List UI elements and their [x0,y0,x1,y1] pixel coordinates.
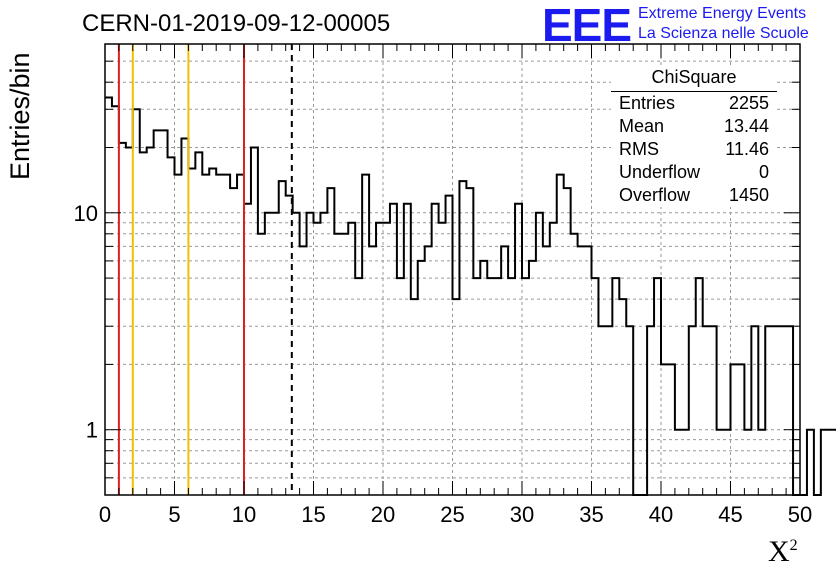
x-tick-label: 10 [232,502,256,527]
x-axis-label: X2 [768,535,798,569]
grid-lines [105,44,800,495]
x-tick-label: 15 [301,502,325,527]
stat-row-overflow: Overflow 1450 [611,184,777,207]
x-tick-label: 25 [440,502,464,527]
x-tick-label: 0 [99,502,111,527]
x-tick-label: 35 [579,502,603,527]
histogram-bars [105,96,836,496]
stat-value: 13.44 [723,116,769,136]
chart-title: CERN-01-2019-09-12-00005 [82,10,391,37]
x-tick-label: 5 [168,502,180,527]
logo-line-1: Extreme Energy Events [638,5,807,22]
stat-row-mean: Mean 13.44 [611,115,777,138]
stat-label: RMS [619,139,659,159]
stat-label: Entries [619,93,676,113]
x-axis-label-symbol: X [768,535,790,568]
y-tick-label: 10 [74,201,98,226]
stats-box: ChiSquare Entries 2255 Mean 13.44 RMS 11… [611,66,777,207]
histogram-step-line [105,96,836,496]
x-tick-label: 45 [718,502,742,527]
stat-label: Mean [619,116,665,136]
stat-label: Underflow [619,162,701,182]
x-axis-label-superscript: 2 [789,537,798,554]
stat-row-underflow: Underflow 0 [611,161,777,184]
stat-value: 1450 [728,185,769,205]
reference-lines [117,44,293,495]
y-axis-label: Entries/bin [5,52,35,180]
stat-value: 2255 [728,93,769,113]
y-tick-label: 1 [86,418,98,443]
x-tick-label: 30 [510,502,534,527]
x-tick-label: 20 [371,502,395,527]
stat-row-rms: RMS 11.46 [611,138,777,161]
stat-label: Overflow [619,185,691,205]
stat-value: 11.46 [725,139,769,159]
stat-row-entries: Entries 2255 [611,92,777,115]
x-tick-label: 50 [788,502,812,527]
eee-logo: EEE [542,0,632,51]
stats-title: ChiSquare [611,66,777,92]
logo-line-2: La Scienza nelle Scuole [638,25,809,42]
axis-ticks [104,44,801,495]
tick-labels: 0 5 10 15 20 25 30 35 40 45 50 1 10 [74,201,813,527]
x-tick-label: 40 [649,502,673,527]
stat-value: 0 [758,162,769,182]
